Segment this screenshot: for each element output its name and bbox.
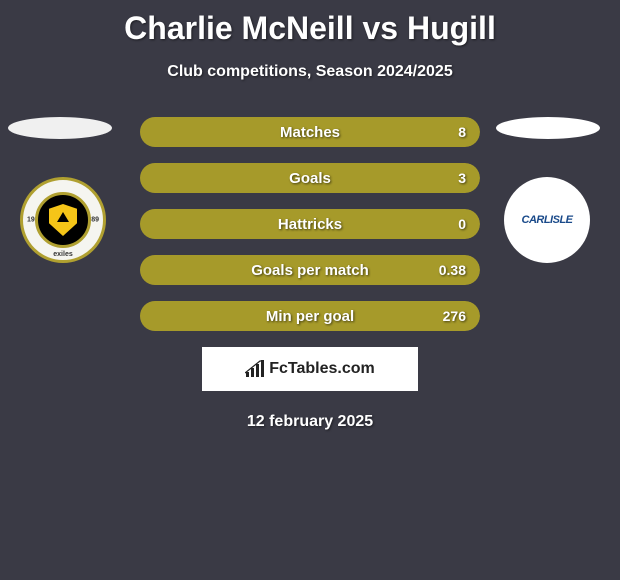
- carlisle-wordmark: CARLISLE: [522, 214, 573, 226]
- subtitle: Club competitions, Season 2024/2025: [0, 63, 620, 81]
- stat-row: Goals 3: [140, 163, 480, 193]
- stat-value-right: 3: [458, 170, 466, 186]
- left-team-badge: 1912 1989 exiles: [20, 177, 106, 263]
- left-player-ellipse: [8, 117, 112, 139]
- right-player-column: CARLISLE: [496, 117, 600, 263]
- stat-row: Goals per match 0.38: [140, 255, 480, 285]
- stat-label: Matches: [280, 124, 340, 141]
- badge-motto: exiles: [53, 251, 72, 258]
- bar-chart-icon: [245, 360, 265, 378]
- comparison-content: 1912 1989 exiles CARLISLE Matches 8 Goals 3…: [0, 117, 620, 431]
- stat-value-right: 0: [458, 216, 466, 232]
- stat-row: Hattricks 0: [140, 209, 480, 239]
- left-player-column: 1912 1989 exiles: [8, 117, 112, 263]
- badge-inner: [35, 192, 91, 248]
- stat-row: Min per goal 276: [140, 301, 480, 331]
- stat-label: Min per goal: [266, 308, 354, 325]
- page-title: Charlie McNeill vs Hugill: [0, 0, 620, 47]
- stat-value-right: 276: [443, 308, 466, 324]
- stat-bars: Matches 8 Goals 3 Hattricks 0 Goals per match 0…: [140, 117, 480, 331]
- stat-value-right: 0.38: [439, 262, 466, 278]
- stat-label: Goals: [289, 170, 331, 187]
- right-team-badge: CARLISLE: [504, 177, 590, 263]
- stat-row: Matches 8: [140, 117, 480, 147]
- badge-shield-icon: [49, 204, 77, 236]
- fctables-logo[interactable]: FcTables.com: [202, 347, 418, 391]
- stat-label: Goals per match: [251, 262, 369, 279]
- date-text: 12 february 2025: [0, 413, 620, 431]
- stat-value-right: 8: [458, 124, 466, 140]
- right-player-ellipse: [496, 117, 600, 139]
- logo-text: FcTables.com: [269, 360, 375, 378]
- stat-label: Hattricks: [278, 216, 342, 233]
